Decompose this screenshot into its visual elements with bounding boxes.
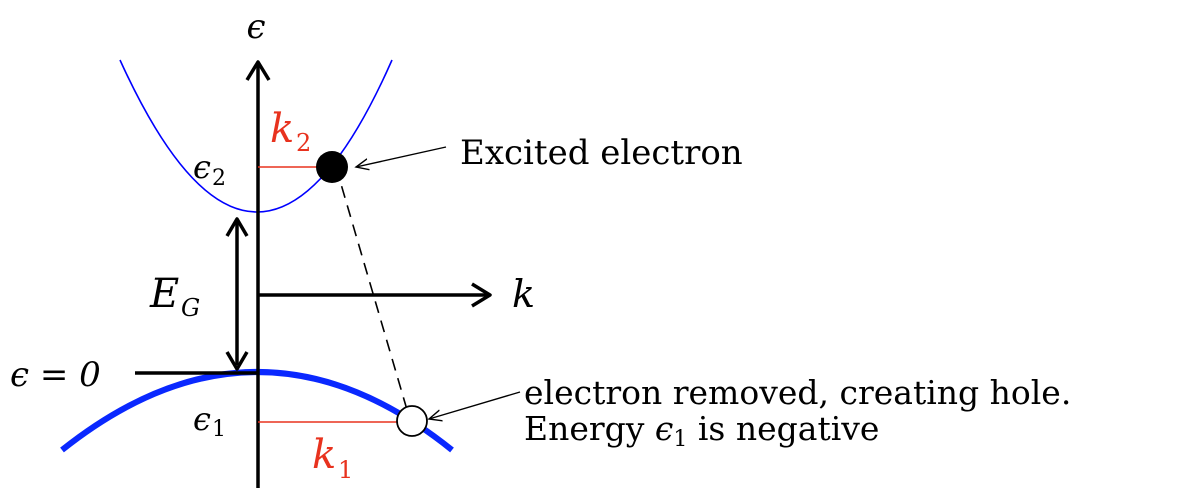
k2-subscript: 2 <box>296 129 311 157</box>
band-gap-label: E <box>149 271 179 317</box>
band-gap-arrowhead-top <box>225 217 249 237</box>
epsilon-1-label: ϵ <box>193 400 211 438</box>
hole-annotation-prefix: Energy <box>524 409 655 448</box>
momentum-axis-label: k <box>512 272 535 316</box>
hole-marker <box>396 405 428 437</box>
band-gap-arrowhead-bottom <box>225 351 249 371</box>
band-gap-subscript: G <box>181 294 200 322</box>
hole-annotation-subscript: 1 <box>673 427 687 452</box>
excited-electron-marker <box>316 151 348 183</box>
k1-label: k <box>312 432 336 478</box>
momentum-axis-arrowhead <box>471 282 492 308</box>
epsilon-zero-label: ϵ = 0 <box>10 355 101 395</box>
hole-annotation-line1: electron removed, creating hole. <box>524 373 1071 412</box>
transition-line <box>335 166 411 421</box>
excited-electron-pointer <box>356 146 447 167</box>
energy-axis-arrowhead <box>245 60 271 81</box>
excited-electron-annotation: Excited electron <box>460 133 743 173</box>
hole-annotation-line2: Energy ϵ1 is negative <box>524 409 879 452</box>
epsilon-2-label: ϵ <box>193 148 211 186</box>
epsilon-1-subscript: 1 <box>212 417 226 442</box>
hole-annotation-epsilon: ϵ <box>655 409 673 448</box>
epsilon-2-subscript: 2 <box>212 166 226 191</box>
hole-pointer <box>429 391 521 419</box>
k1-subscript: 1 <box>338 456 353 484</box>
k2-label: k <box>270 106 294 152</box>
conduction-band-curve <box>119 59 393 213</box>
hole-annotation-suffix: is negative <box>687 409 879 448</box>
energy-axis-label: ϵ <box>246 7 265 47</box>
